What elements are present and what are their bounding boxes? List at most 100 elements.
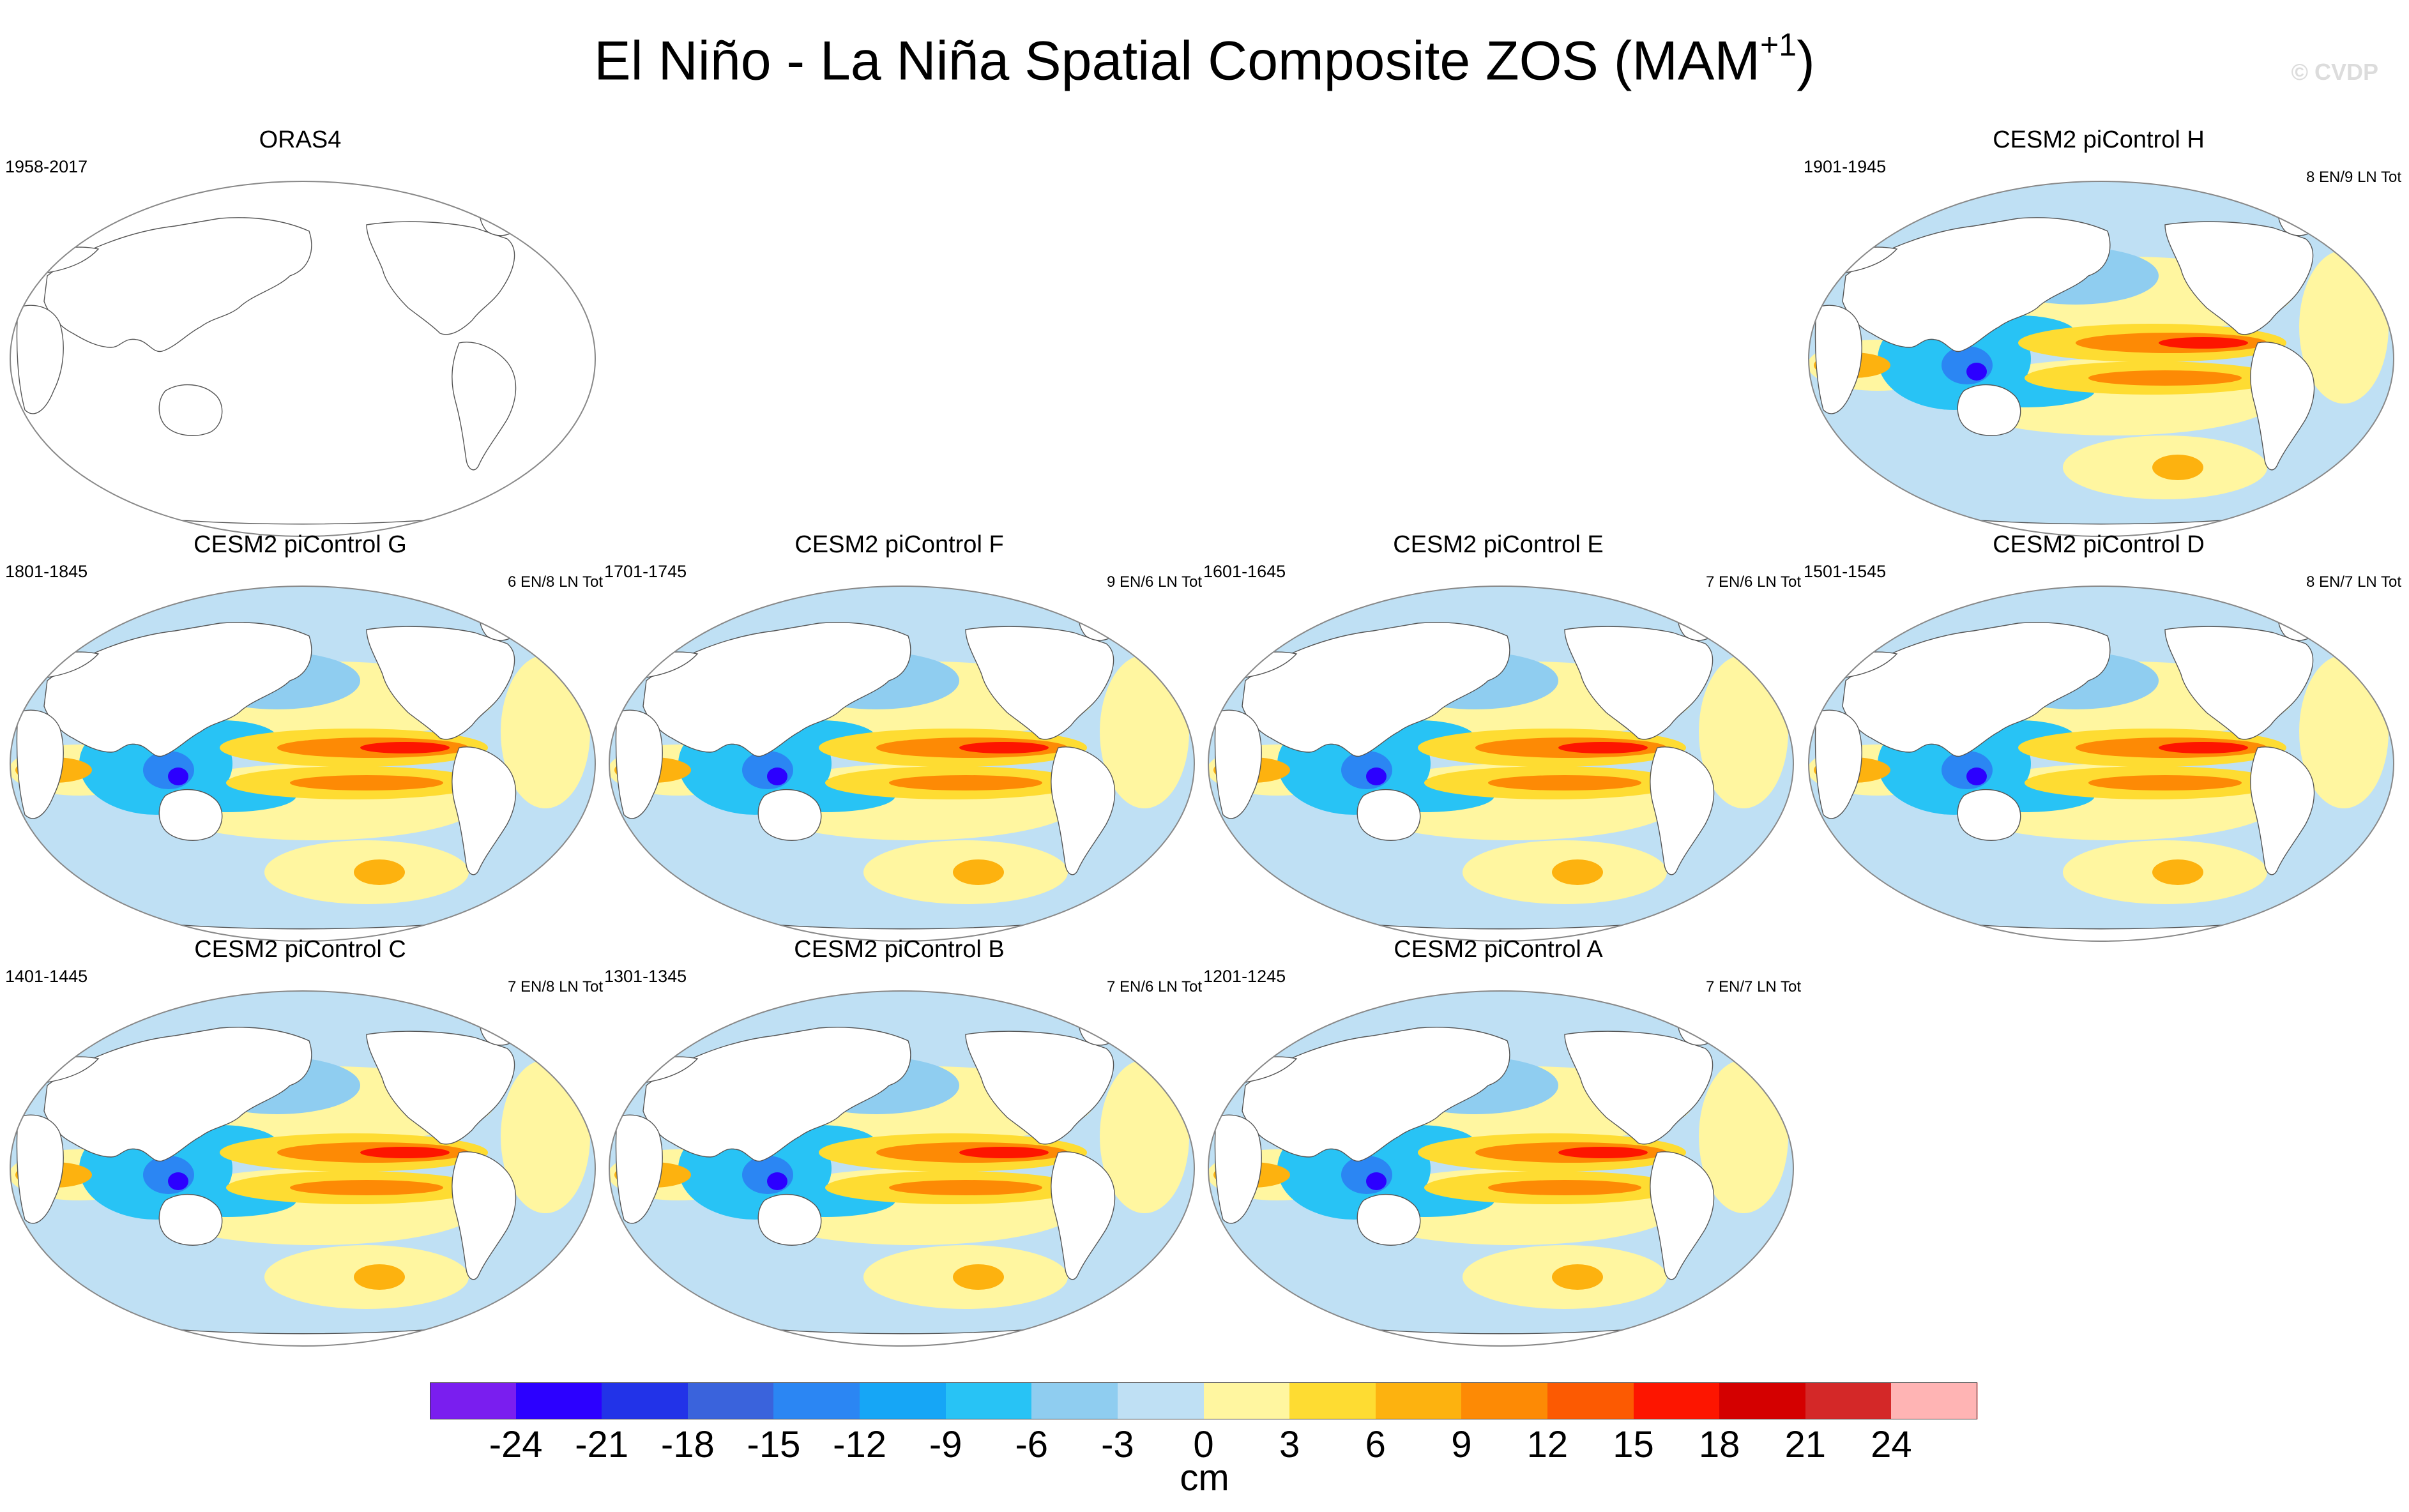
- land-asia: [1842, 217, 2111, 352]
- land-asia: [642, 1027, 911, 1162]
- land-namerica: [965, 626, 1114, 740]
- colorbar-bin: [430, 1382, 517, 1419]
- colorbar-bin: [1289, 1382, 1376, 1419]
- colorbar-tick-label: 6: [1365, 1424, 1386, 1465]
- panel-title: CESM2 piControl D: [1993, 531, 2205, 558]
- colorbar-bin: [945, 1382, 1033, 1419]
- negative-anomaly-core: [742, 751, 793, 789]
- negative-anomaly-core: [143, 1156, 194, 1194]
- colorbar-bin: [1203, 1382, 1291, 1419]
- land-africa: [615, 709, 663, 819]
- watermark: © CVDP: [2291, 59, 2378, 85]
- colorbar-bin: [1633, 1382, 1721, 1419]
- map-plot: [609, 990, 1195, 1347]
- map-outline: [1808, 586, 2394, 942]
- panel-title: CESM2 piControl G: [194, 531, 407, 558]
- panel-years: 1958-2017: [5, 157, 88, 176]
- negative-anomaly-core: [1942, 346, 1993, 384]
- colorbar-bin: [1547, 1382, 1634, 1419]
- south-pacific-warm: [2152, 859, 2203, 885]
- map-panel: CESM2 piControl A 1201-1245 7 EN/7 LN Tot: [1198, 935, 1801, 1347]
- negative-anomaly-extreme: [168, 1172, 188, 1190]
- map-outline: [609, 990, 1195, 1347]
- warm-tongue-south-core: [290, 775, 443, 790]
- colorbar-bin: [1375, 1382, 1463, 1419]
- colorbar-tick-label: -21: [575, 1424, 629, 1465]
- land-namerica: [366, 1031, 515, 1145]
- land-africa: [16, 709, 64, 819]
- panel-years: 1801-1845: [5, 562, 88, 581]
- colorbar-bin: [860, 1382, 946, 1419]
- colorbar-tick-label: 12: [1526, 1424, 1569, 1465]
- panel-title: CESM2 piControl F: [794, 531, 1004, 558]
- warm-tongue-south-core: [2088, 370, 2242, 386]
- map-panel: CESM2 piControl F 1701-1745 9 EN/6 LN Tot: [599, 530, 1202, 942]
- colorbar-tick-label: -18: [660, 1424, 715, 1465]
- positive-anomaly-region: [501, 1060, 590, 1213]
- map-panel: ORAS4 1958-2017: [0, 125, 600, 537]
- land-samerica: [452, 342, 517, 471]
- map-outline: [10, 181, 596, 537]
- colorbar-tick-label: -6: [1015, 1424, 1049, 1465]
- south-pacific-warm: [953, 859, 1004, 885]
- land-namerica: [366, 221, 515, 335]
- land-africa: [1814, 709, 1862, 819]
- land-samerica: [2250, 342, 2315, 471]
- map-panel: CESM2 piControl E 1601-1645 7 EN/6 LN Tot: [1198, 530, 1801, 942]
- colorbar-frame: [430, 1382, 1977, 1419]
- panel-title: CESM2 piControl E: [1393, 531, 1604, 558]
- warm-tongue-peak: [2159, 337, 2248, 349]
- map-panel: CESM2 piControl C 1401-1445 7 EN/8 LN Tot: [0, 935, 603, 1347]
- colorbar-bin: [1031, 1382, 1118, 1419]
- negative-anomaly-core: [1341, 751, 1392, 789]
- positive-anomaly-region: [1100, 1060, 1189, 1213]
- land-samerica: [2250, 746, 2315, 875]
- colorbar-tick-label: 0: [1193, 1424, 1214, 1465]
- positive-anomaly-region: [1699, 1060, 1788, 1213]
- negative-anomaly-extreme: [1366, 1172, 1387, 1190]
- colorbar-bin: [602, 1382, 688, 1419]
- map-plot: [1808, 181, 2394, 537]
- land-asia: [1842, 622, 2111, 757]
- panel-event-count: 8 EN/7 LN Tot: [2306, 573, 2401, 591]
- colorbar-bin: [1117, 1382, 1204, 1419]
- land-asia: [43, 217, 312, 352]
- colorbar-tick-label: 21: [1784, 1424, 1827, 1465]
- positive-anomaly-region: [501, 655, 590, 808]
- land-africa: [615, 1114, 663, 1224]
- panel-event-count: 7 EN/6 LN Tot: [1107, 978, 1202, 995]
- negative-anomaly-core: [742, 1156, 793, 1194]
- colorbar-tick-label: 15: [1613, 1424, 1654, 1465]
- land-aus: [757, 1193, 822, 1246]
- warm-tongue-south-core: [1488, 775, 1641, 790]
- land-aus: [158, 384, 223, 436]
- map-plot: [1208, 586, 1794, 942]
- land-namerica: [1564, 626, 1714, 740]
- map-panel: CESM2 piControl G 1801-1845 6 EN/8 LN Tot: [0, 530, 603, 942]
- negative-anomaly-extreme: [1366, 767, 1387, 785]
- title-text: El Niño - La Niña Spatial Composite ZOS …: [594, 30, 1761, 92]
- land-aus: [1957, 789, 2021, 841]
- land-namerica: [366, 626, 515, 740]
- colorbar-bin: [1461, 1382, 1548, 1419]
- land-africa: [16, 305, 64, 414]
- map-outline: [609, 586, 1195, 942]
- negative-anomaly-extreme: [168, 767, 188, 785]
- land-namerica: [2164, 221, 2314, 335]
- negative-anomaly-core: [1341, 1156, 1392, 1194]
- map-outline: [1208, 586, 1794, 942]
- colorbar-tick-label: 9: [1451, 1424, 1472, 1465]
- warm-tongue-south-core: [2088, 775, 2242, 790]
- south-pacific-warm: [1552, 1264, 1603, 1290]
- panel-title: CESM2 piControl A: [1394, 936, 1603, 963]
- negative-anomaly-extreme: [767, 767, 787, 785]
- map-panel: CESM2 piControl B 1301-1345 7 EN/6 LN Tot: [599, 935, 1202, 1347]
- land-asia: [1242, 1027, 1510, 1162]
- land-namerica: [2164, 626, 2314, 740]
- land-asia: [1242, 622, 1510, 757]
- panel-years: 1601-1645: [1203, 562, 1286, 581]
- panel-years: 1701-1745: [604, 562, 687, 581]
- warm-tongue-south-core: [290, 1180, 443, 1195]
- panel-title: CESM2 piControl C: [194, 936, 406, 963]
- map-plot: [1808, 586, 2394, 942]
